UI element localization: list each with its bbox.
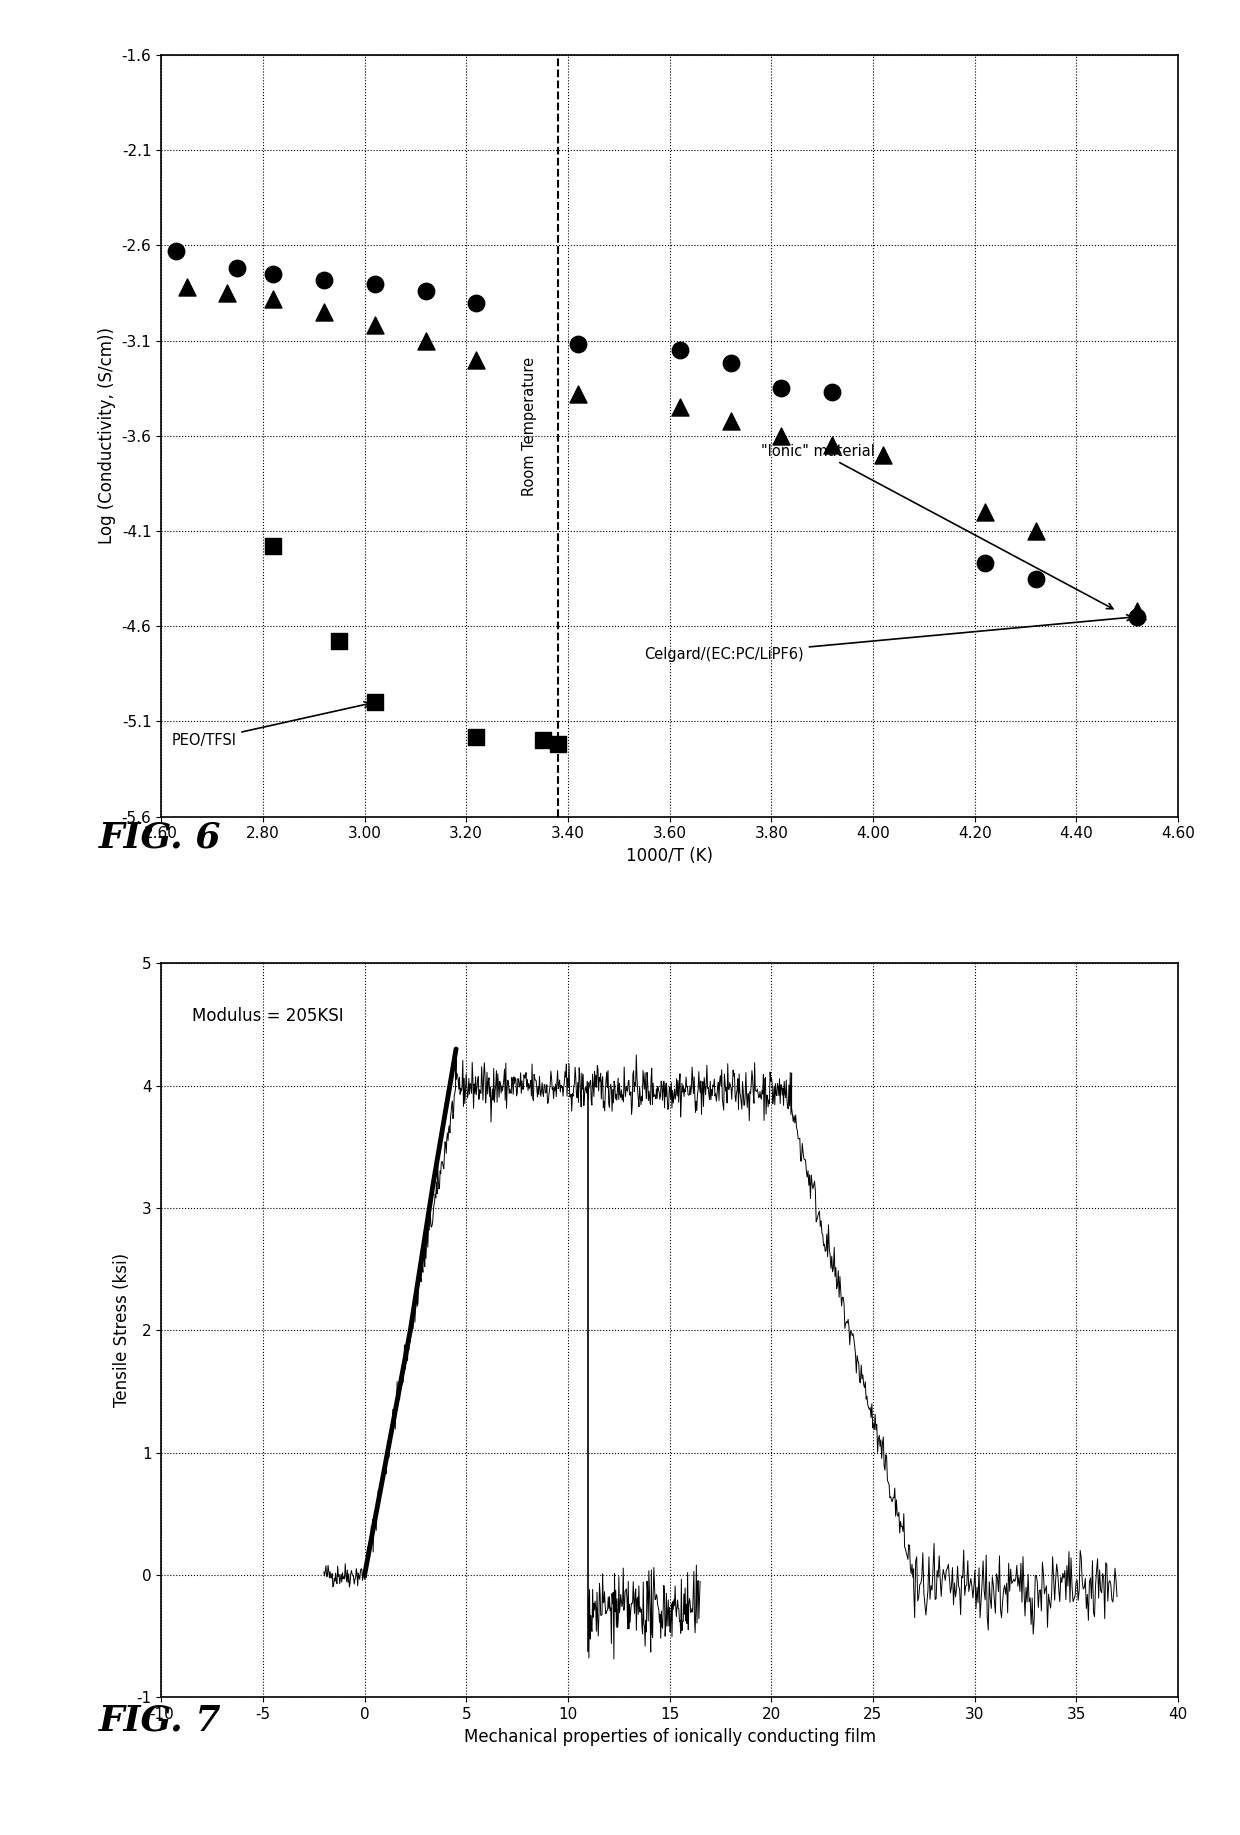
Point [228,253,248,283]
Point [771,374,791,404]
Point [263,259,283,288]
Point [720,406,740,435]
Point [822,378,842,407]
Point [548,730,568,760]
Point [670,393,689,422]
Point [568,380,588,409]
Point [314,264,334,294]
Text: Modulus = 205KSI: Modulus = 205KSI [192,1007,343,1026]
Point [415,277,435,306]
Text: Celgard/(EC:PC/LiPF6): Celgard/(EC:PC/LiPF6) [645,615,1132,662]
X-axis label: Mechanical properties of ionically conducting film: Mechanical properties of ionically condu… [464,1729,875,1745]
Point [263,284,283,314]
Point [166,237,186,266]
Point [365,268,384,297]
Point [466,288,486,317]
Point [177,273,197,303]
Point [1025,563,1045,593]
Point [975,549,994,578]
Point [873,440,893,470]
Point [533,727,553,756]
Point [466,345,486,374]
Point [1127,602,1147,631]
Point [466,721,486,751]
Text: FIG. 7: FIG. 7 [99,1703,222,1738]
Point [1025,516,1045,545]
Point [822,431,842,461]
Point [263,532,283,562]
Point [217,279,237,308]
Text: PEO/TFSI: PEO/TFSI [171,701,371,749]
Point [771,422,791,451]
Point [415,327,435,356]
Point [670,336,689,365]
Point [365,688,384,717]
Text: "Ionic" material: "Ionic" material [761,444,1112,609]
X-axis label: 1000/T (K): 1000/T (K) [626,848,713,864]
Text: FIG. 6: FIG. 6 [99,820,222,855]
Point [720,349,740,378]
Point [568,330,588,360]
Point [365,310,384,339]
Text: Room Temperature: Room Temperature [522,356,537,495]
Point [1127,596,1147,626]
Y-axis label: Log (Conductivity, (S/cm)): Log (Conductivity, (S/cm)) [98,327,117,545]
Point [330,628,350,657]
Y-axis label: Tensile Stress (ksi): Tensile Stress (ksi) [113,1253,130,1407]
Point [314,297,334,327]
Point [975,497,994,527]
